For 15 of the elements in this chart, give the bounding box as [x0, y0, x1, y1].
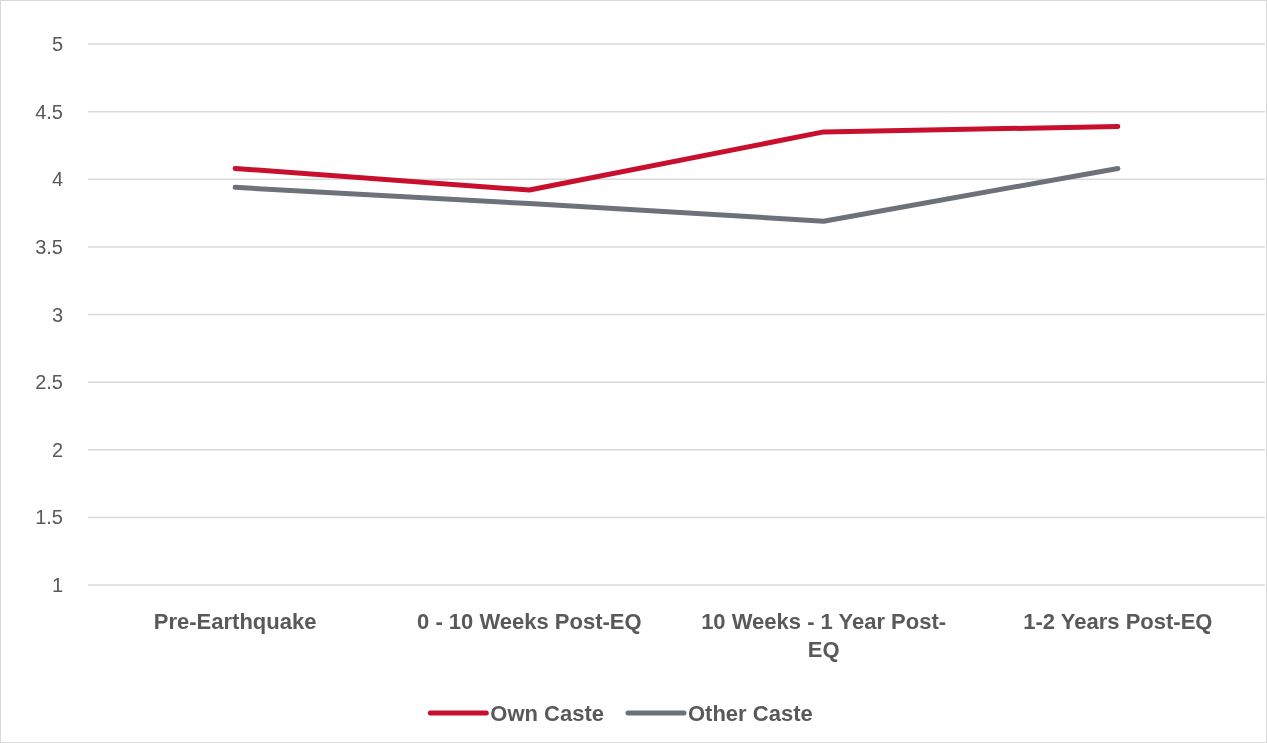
- x-tick-label: 10 Weeks - 1 Year Post-EQ: [701, 609, 947, 662]
- x-tick-label: Pre-Earthquake: [153, 609, 317, 634]
- y-tick-label: 3.5: [35, 235, 63, 258]
- legend-label: Own Caste: [490, 700, 604, 726]
- y-tick-label: 1.5: [35, 506, 63, 529]
- y-tick-label: 5: [51, 33, 63, 55]
- y-tick-label: 4.5: [35, 100, 63, 123]
- y-tick-label: 3: [51, 303, 63, 326]
- y-tick-label: 2.5: [35, 371, 63, 394]
- y-tick-label: 2: [51, 438, 63, 461]
- y-tick-label: 1: [51, 574, 63, 596]
- y-tick-label: 4: [51, 168, 63, 191]
- x-tick-label: 1-2 Years Post-EQ: [1023, 609, 1213, 634]
- legend-label: Other Caste: [687, 700, 813, 726]
- x-tick-label: 0 - 10 Weeks Post-EQ: [417, 609, 642, 634]
